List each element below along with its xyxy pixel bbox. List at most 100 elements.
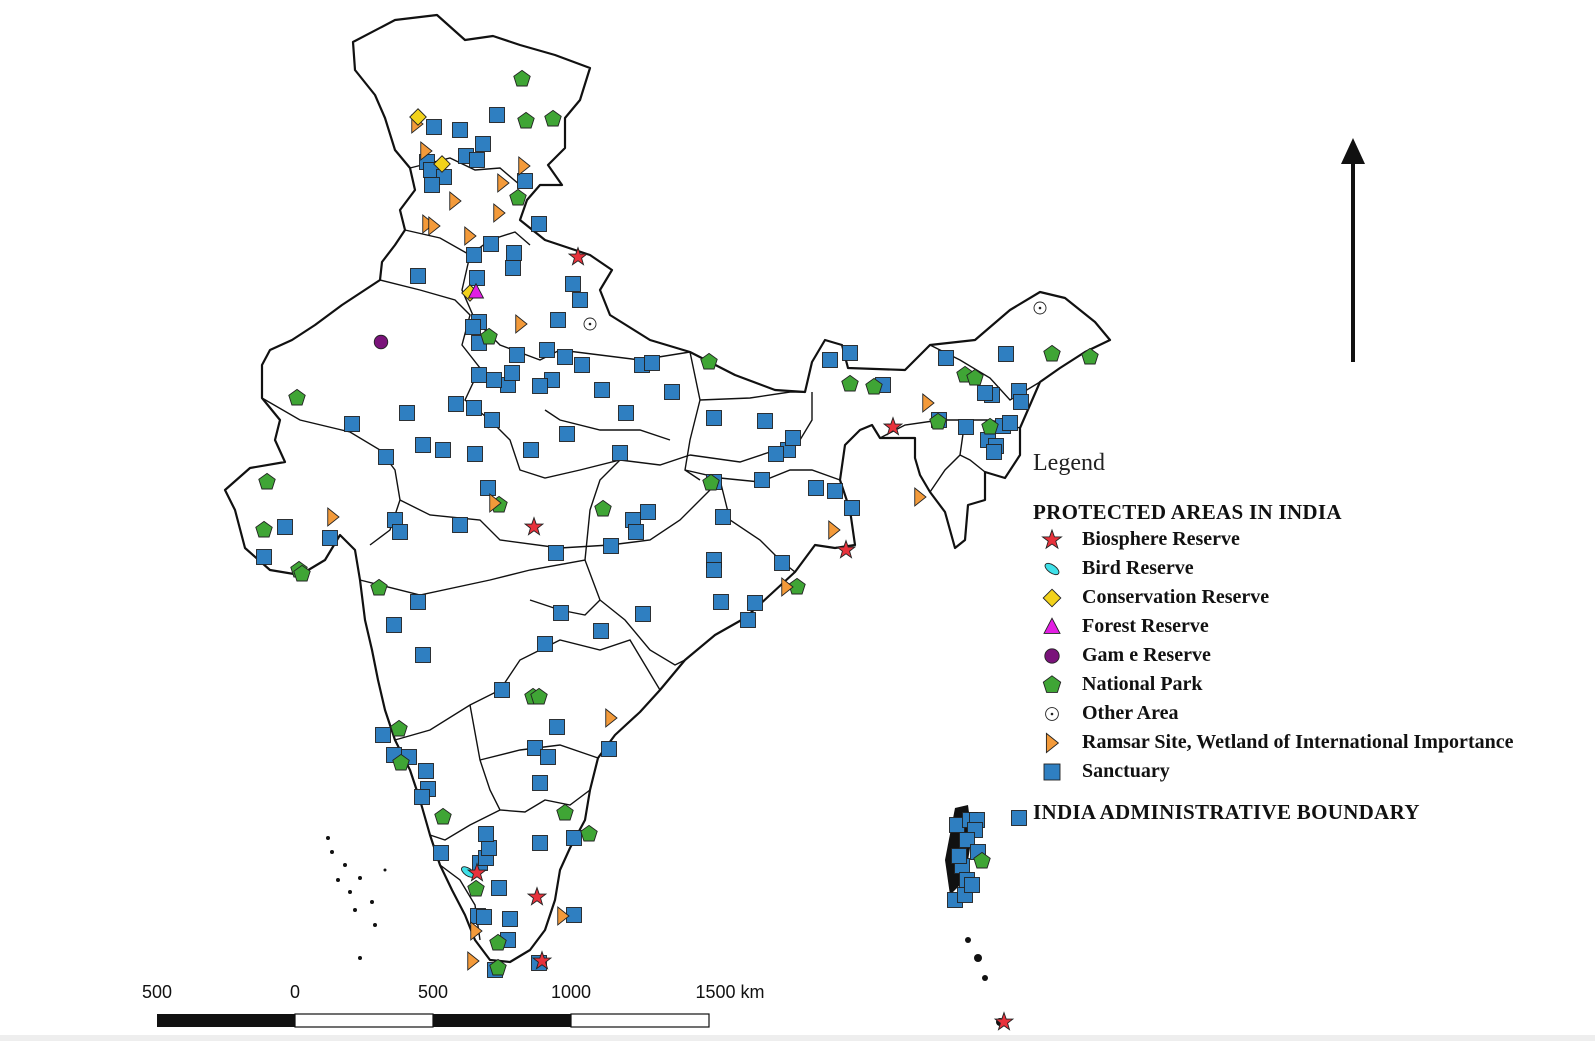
sanctuary-marker — [977, 385, 993, 401]
sanctuary-marker — [959, 832, 975, 848]
sanctuary-marker — [415, 647, 431, 663]
sanctuary-marker — [415, 437, 431, 453]
forest-reserve-marker — [467, 282, 485, 299]
sanctuary-marker — [664, 384, 680, 400]
national-park-marker — [293, 564, 311, 582]
sanctuary-marker — [424, 177, 440, 193]
legend-title: Legend — [1033, 450, 1105, 476]
sanctuary-marker — [747, 595, 763, 611]
sanctuary-marker — [467, 446, 483, 462]
national-park-marker — [434, 807, 452, 825]
sanctuary-marker — [489, 107, 505, 123]
sanctuary-marker — [986, 444, 1002, 460]
sanctuary-marker — [612, 445, 628, 461]
sanctuary-marker — [469, 270, 485, 286]
sanctuary-marker — [808, 480, 824, 496]
legend-item: Forest Reserve — [1038, 612, 1513, 641]
national-park-marker — [480, 327, 498, 345]
legend-heading: PROTECTED AREAS IN INDIA — [1033, 500, 1342, 524]
national-park-marker — [981, 417, 999, 435]
sanctuary-marker — [483, 236, 499, 252]
biosphere-reserve-marker — [835, 539, 857, 559]
sanctuary-marker — [466, 247, 482, 263]
sanctuary-marker — [757, 413, 773, 429]
ramsar-site-marker — [428, 216, 441, 236]
sanctuary-marker — [531, 216, 547, 232]
sanctuary-marker — [998, 346, 1014, 362]
bottom-edge — [0, 1035, 1595, 1041]
sanctuary-marker — [559, 426, 575, 442]
ramsar-site-marker — [518, 156, 531, 176]
sanctuary-marker — [572, 292, 588, 308]
sanctuary-marker — [938, 350, 954, 366]
north-arrow — [1341, 138, 1365, 362]
legend-item-label: Gam e Reserve — [1082, 644, 1211, 666]
sanctuary-marker — [958, 419, 974, 435]
sanctuary-marker — [517, 173, 533, 189]
national-park-marker — [530, 687, 548, 705]
sanctuary-marker — [603, 538, 619, 554]
scale-label: 500 — [417, 982, 449, 1002]
other-area-marker — [1033, 301, 1047, 315]
legend-item-label: Forest Reserve — [1082, 615, 1209, 637]
game-reserve-marker — [373, 334, 389, 350]
sanctuary-marker — [506, 245, 522, 261]
biosphere-reserve-marker — [567, 246, 589, 266]
scale-label: 0 — [289, 982, 301, 1002]
sanctuary-marker — [842, 345, 858, 361]
legend-item-label: Bird Reserve — [1082, 557, 1194, 579]
sanctuary-marker — [566, 830, 582, 846]
national-park-marker — [700, 352, 718, 370]
legend-item-label: Ramsar Site, Wetland of International Im… — [1082, 731, 1514, 753]
national-park-marker — [517, 111, 535, 129]
sanctuary-marker — [550, 312, 566, 328]
national-park-marker — [544, 109, 562, 127]
sanctuary-marker — [448, 396, 464, 412]
ramsar-site-marker — [922, 393, 935, 413]
biosphere-reserve-marker — [993, 1011, 1015, 1031]
sanctuary-marker — [640, 504, 656, 520]
sanctuary-marker — [471, 367, 487, 383]
sanctuary-marker — [452, 517, 468, 533]
pentagon-icon — [1038, 673, 1066, 697]
national-park-marker — [1043, 344, 1061, 362]
legend-item: Biosphere Reserve — [1038, 525, 1513, 554]
ramsar-site-marker — [493, 203, 506, 223]
sanctuary-marker — [523, 442, 539, 458]
sanctuary-marker — [951, 848, 967, 864]
legend-item-label: National Park — [1082, 673, 1203, 695]
legend-item: Gam e Reserve — [1038, 641, 1513, 670]
sanctuary-marker — [785, 430, 801, 446]
national-park-marker — [580, 824, 598, 842]
legend-item-label: Other Area — [1082, 702, 1179, 724]
scale-label: 1500 km — [695, 982, 765, 1002]
sanctuary-marker — [553, 605, 569, 621]
national-park-marker — [489, 933, 507, 951]
scale-bar — [157, 1013, 710, 1028]
national-park-marker — [392, 753, 410, 771]
national-park-marker — [288, 388, 306, 406]
ramsar-site-marker — [605, 708, 618, 728]
legend-item-label: Conservation Reserve — [1082, 586, 1270, 608]
sanctuary-marker — [475, 136, 491, 152]
sanctuary-marker — [644, 355, 660, 371]
sanctuary-marker — [557, 349, 573, 365]
sanctuary-marker — [465, 319, 481, 335]
sanctuary-marker — [768, 446, 784, 462]
sanctuary-marker — [399, 405, 415, 421]
sanctuary-marker — [491, 880, 507, 896]
national-park-marker — [788, 577, 806, 595]
sanctuary-marker — [540, 749, 556, 765]
legend-list: Biosphere Reserve Bird Reserve Conservatio… — [1038, 525, 1513, 786]
national-park-marker — [702, 473, 720, 491]
sanctuary-marker — [386, 617, 402, 633]
ramsar-site-marker — [557, 906, 570, 926]
ramsar-site-marker — [327, 507, 340, 527]
sanctuary-marker — [480, 480, 496, 496]
scale-label: 500 — [141, 982, 173, 1002]
ramsar-site-marker — [420, 141, 433, 161]
sanctuary-marker — [256, 549, 272, 565]
legend-item-label: Biosphere Reserve — [1082, 528, 1240, 550]
biosphere-reserve-marker — [523, 516, 545, 536]
